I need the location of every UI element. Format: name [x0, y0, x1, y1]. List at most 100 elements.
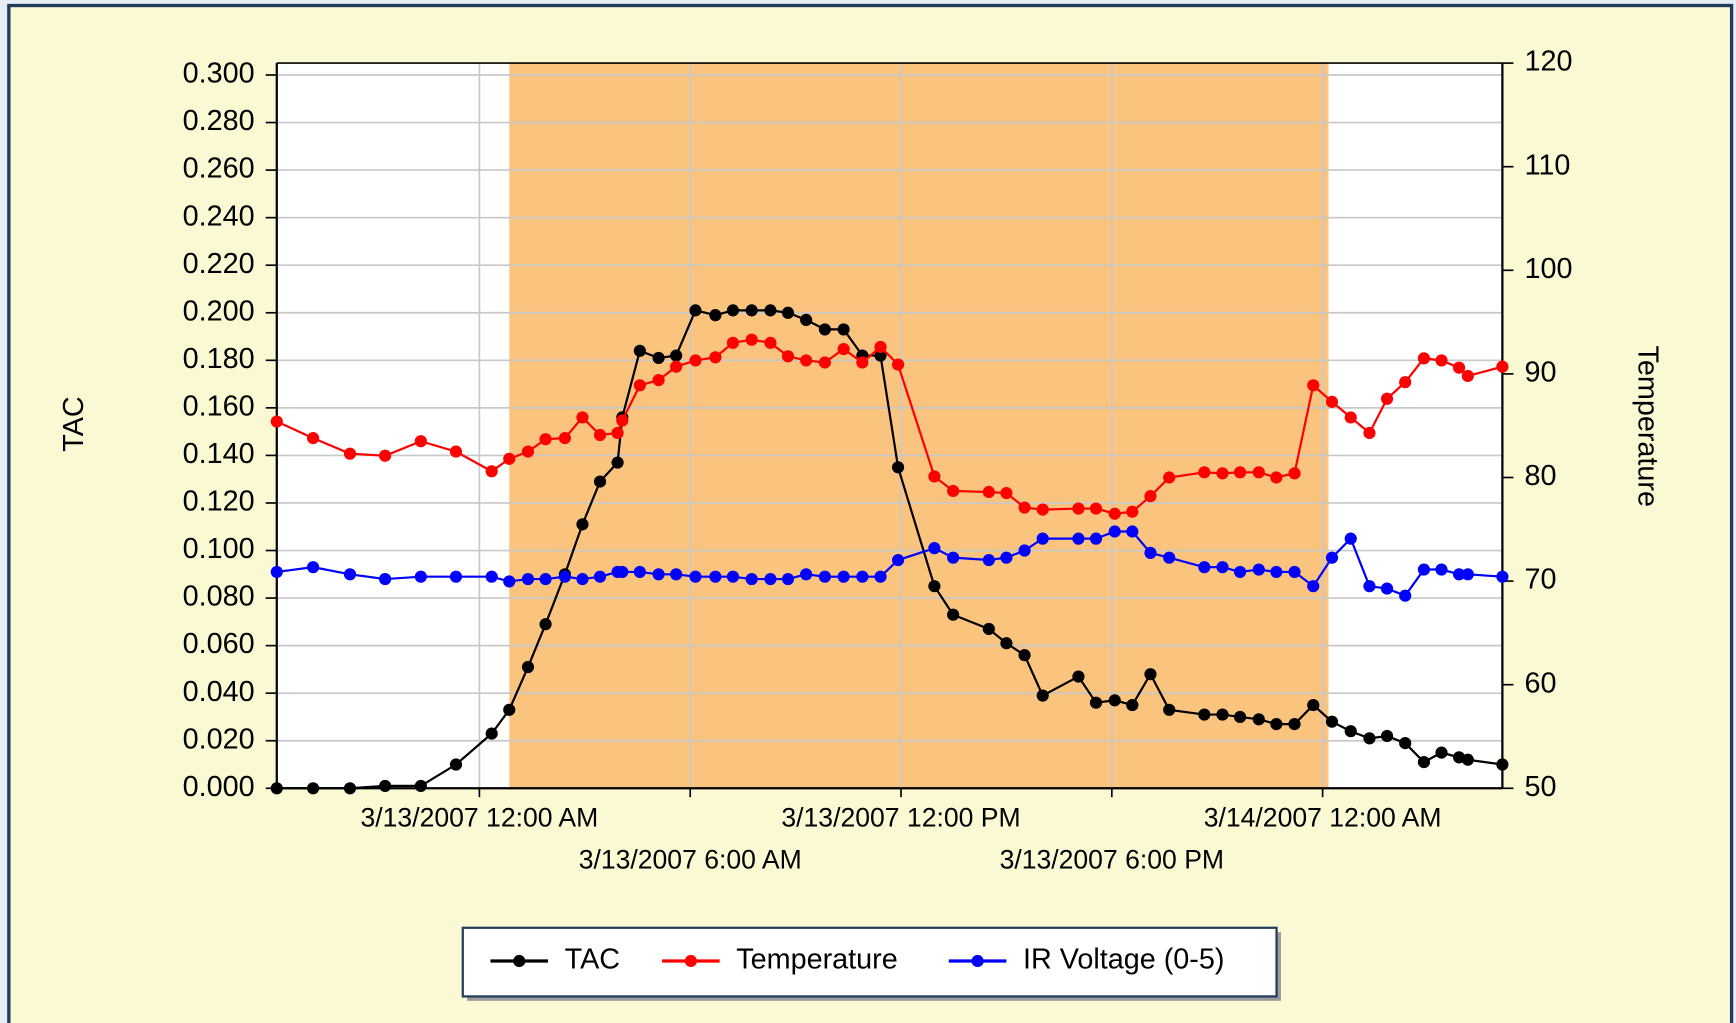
data-point	[1198, 708, 1211, 721]
data-point	[670, 349, 683, 362]
y2-tick-label: 50	[1525, 771, 1557, 803]
data-point	[947, 551, 960, 564]
data-point	[539, 572, 552, 586]
data-point	[1325, 715, 1339, 728]
data-point	[1000, 551, 1013, 564]
data-point	[1163, 703, 1176, 716]
data-point	[1216, 708, 1229, 721]
data-point	[800, 568, 813, 581]
data-point	[800, 354, 813, 367]
data-point	[1233, 466, 1247, 479]
data-point	[1399, 737, 1412, 750]
data-point	[1108, 525, 1121, 538]
data-point	[521, 660, 535, 674]
data-point	[1163, 471, 1176, 484]
data-point	[1126, 525, 1139, 538]
data-point	[576, 572, 589, 586]
data-point	[414, 435, 427, 448]
data-point	[1461, 753, 1474, 766]
data-point	[1036, 689, 1049, 702]
data-point	[1018, 649, 1031, 662]
data-point	[1126, 505, 1139, 518]
data-point	[558, 570, 571, 583]
data-point	[1307, 698, 1320, 712]
y-tick-label: 0.160	[183, 390, 255, 422]
x-tick-label: 3/14/2007 12:00 AM	[1204, 802, 1442, 832]
legend-marker	[513, 954, 526, 968]
data-point	[343, 447, 357, 460]
data-point	[611, 426, 624, 440]
data-point	[1072, 532, 1085, 545]
data-point	[1288, 718, 1301, 731]
y2-axis-label: Temperature	[1632, 346, 1664, 507]
data-point	[1399, 589, 1412, 602]
data-point	[1288, 467, 1301, 480]
y2-tick-label: 80	[1525, 460, 1557, 492]
data-point	[593, 475, 607, 488]
data-point	[616, 414, 629, 427]
data-point	[652, 374, 665, 387]
data-point	[307, 561, 320, 574]
data-point	[1452, 568, 1466, 581]
data-point	[874, 340, 887, 354]
data-point	[1363, 426, 1376, 440]
data-point	[1000, 637, 1013, 650]
y-tick-label: 0.080	[183, 581, 255, 613]
data-point	[1163, 551, 1176, 564]
x-tick-label: 3/13/2007 12:00 PM	[781, 802, 1020, 832]
legend-label: Temperature	[736, 944, 897, 976]
y-tick-label: 0.260	[183, 153, 255, 185]
data-point	[726, 304, 740, 317]
data-point	[745, 572, 758, 586]
data-point	[1399, 376, 1412, 389]
data-point	[1089, 502, 1103, 515]
y2-tick-label: 100	[1525, 253, 1573, 285]
data-point	[1344, 411, 1357, 424]
data-point	[1417, 352, 1431, 365]
data-point	[379, 779, 392, 792]
y-tick-label: 0.180	[183, 343, 255, 375]
data-point	[928, 580, 941, 593]
data-point	[764, 336, 777, 349]
data-point	[1325, 395, 1339, 408]
y-tick-label: 0.040	[183, 676, 255, 708]
data-point	[891, 461, 905, 474]
data-point	[414, 779, 427, 792]
data-point	[1108, 507, 1121, 520]
data-point	[1233, 565, 1247, 579]
data-point	[781, 350, 795, 363]
data-point	[539, 618, 552, 631]
legend-marker	[971, 954, 984, 968]
data-point	[1108, 694, 1121, 707]
data-point	[307, 432, 320, 445]
data-point	[414, 570, 427, 583]
data-point	[485, 465, 498, 478]
data-point	[379, 449, 392, 462]
y2-tick-label: 70	[1525, 564, 1557, 596]
legend-label: IR Voltage (0-5)	[1023, 944, 1224, 976]
data-point	[1496, 360, 1509, 373]
data-point	[1452, 361, 1466, 374]
data-point	[837, 570, 850, 583]
data-point	[485, 727, 498, 740]
data-point	[1344, 532, 1357, 545]
data-point	[781, 306, 795, 319]
data-point	[1036, 503, 1049, 516]
data-point	[633, 344, 646, 357]
data-point	[1380, 582, 1394, 595]
data-point	[633, 379, 646, 392]
data-point	[1344, 725, 1357, 738]
data-point	[449, 758, 463, 771]
data-point	[1417, 563, 1431, 576]
data-point	[1144, 668, 1157, 681]
data-point	[764, 572, 777, 586]
data-point	[521, 572, 535, 586]
x-tick-label: 3/13/2007 6:00 PM	[1000, 844, 1224, 874]
data-point	[449, 445, 463, 458]
data-point	[343, 782, 357, 795]
data-point	[521, 445, 535, 458]
data-point	[1496, 758, 1509, 771]
y-tick-label: 0.060	[183, 628, 255, 660]
y-tick-label: 0.220	[183, 248, 255, 280]
